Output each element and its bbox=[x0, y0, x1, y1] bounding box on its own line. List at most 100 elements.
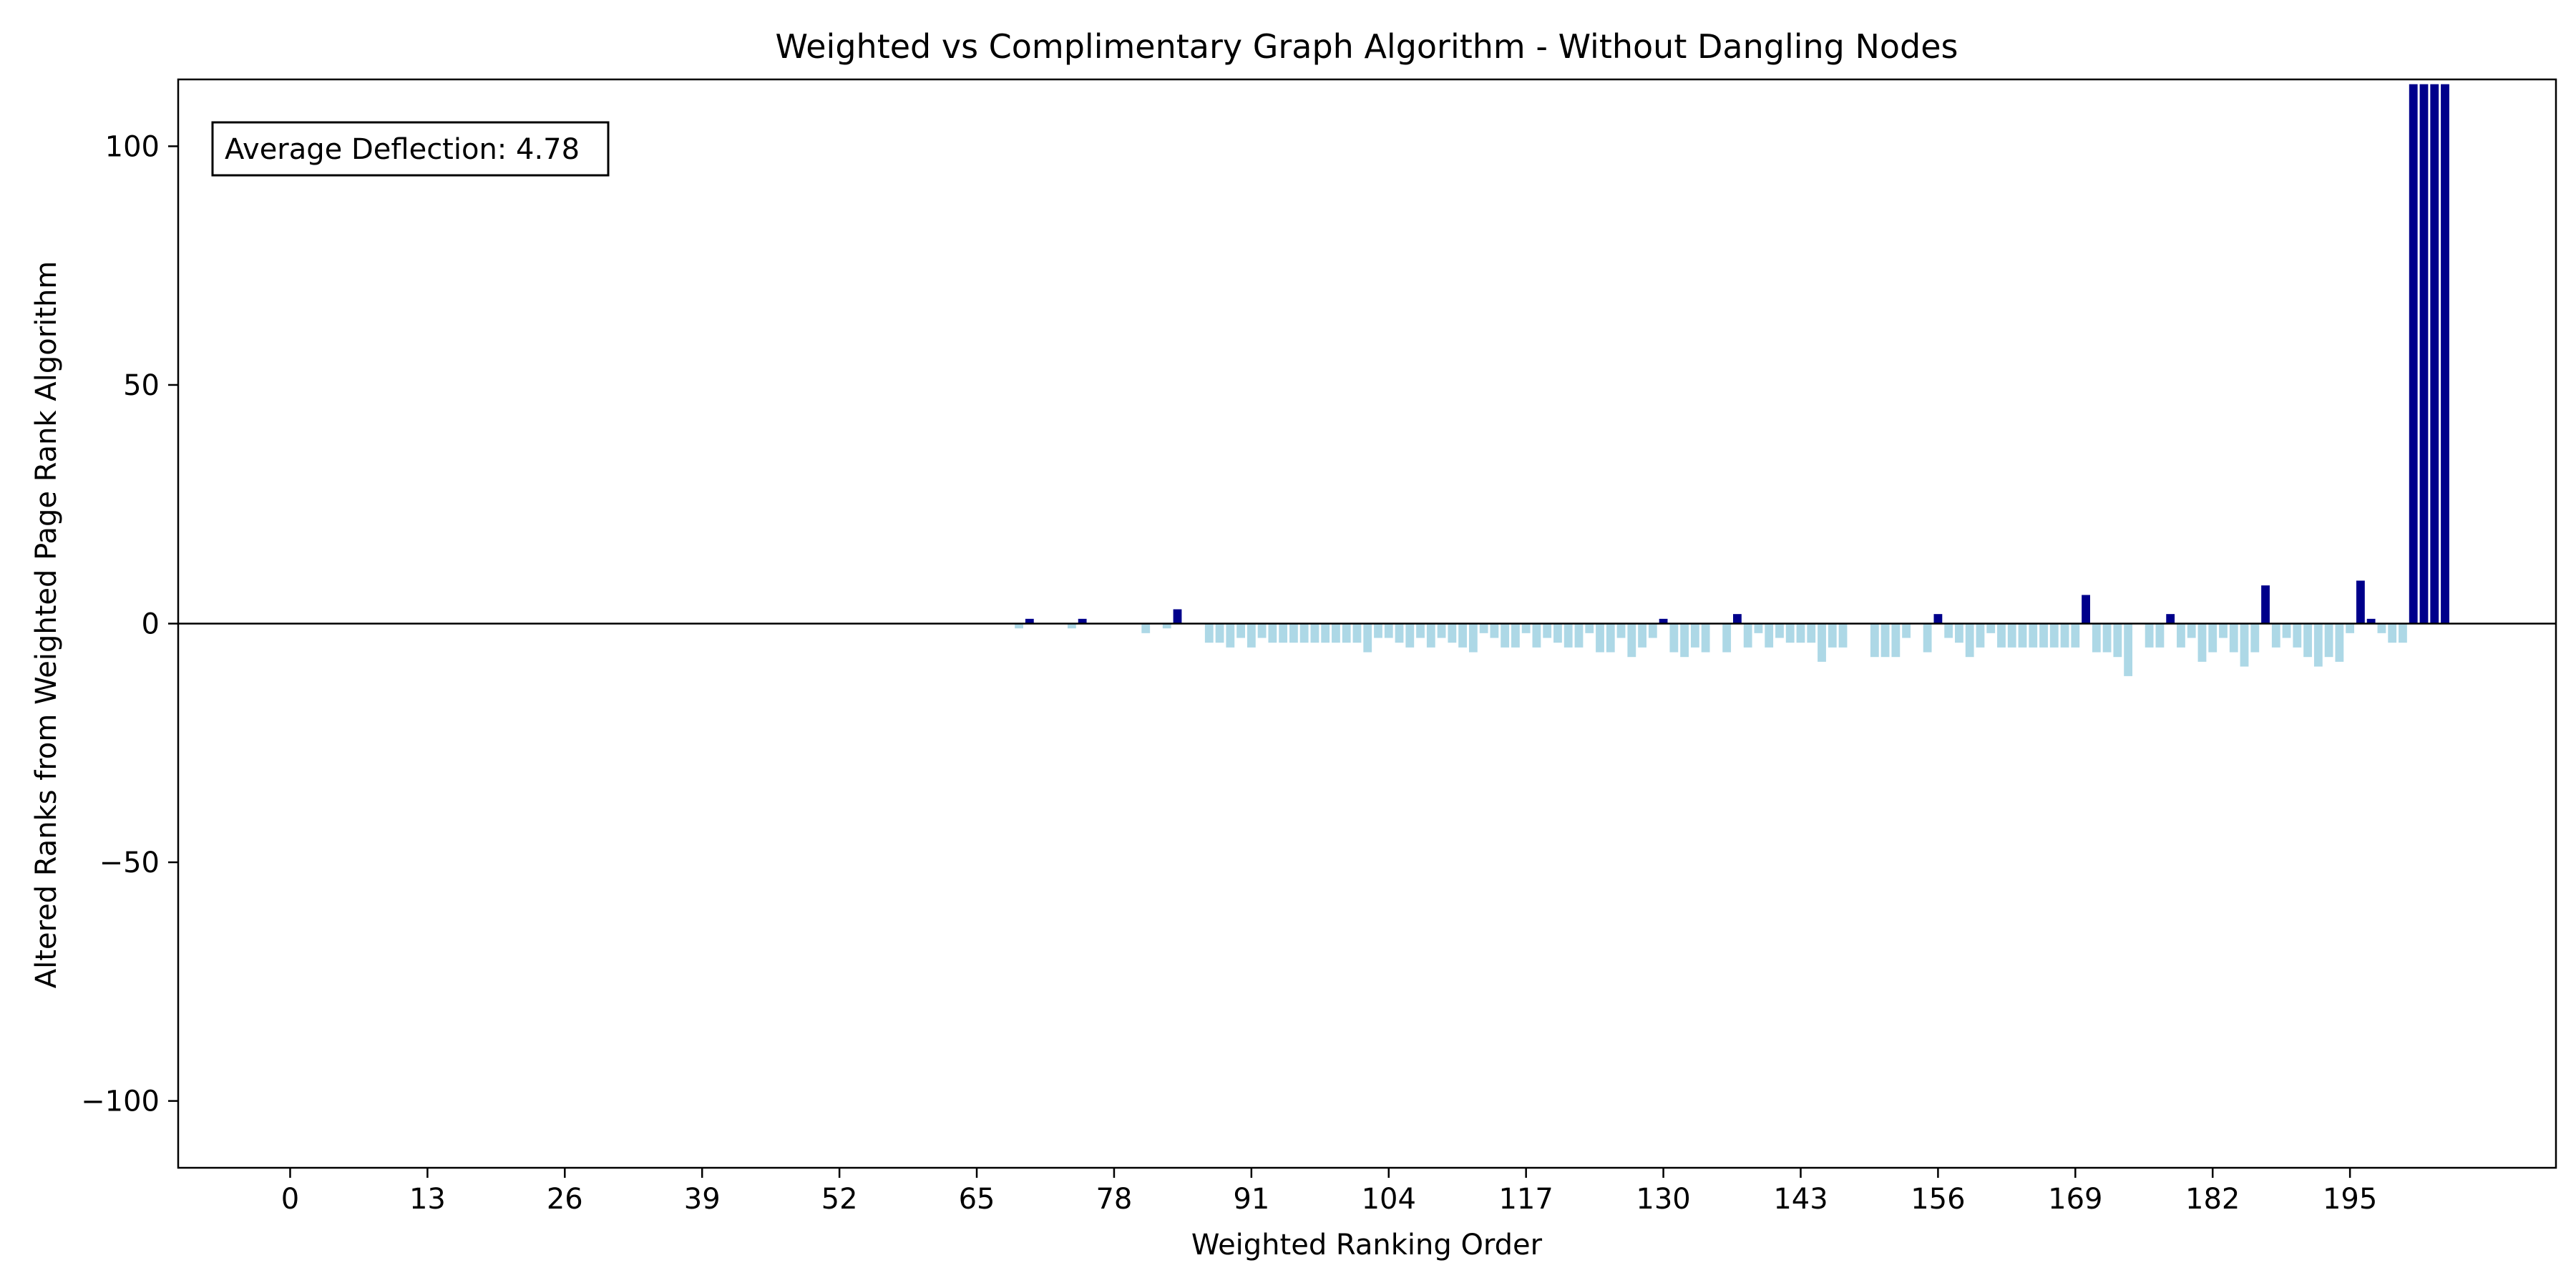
bar-155 bbox=[1923, 623, 1932, 653]
bar-176 bbox=[2145, 623, 2154, 648]
bar-124 bbox=[1596, 623, 1604, 653]
bar-139 bbox=[1754, 623, 1763, 633]
bar-91 bbox=[1246, 623, 1256, 648]
bar-95 bbox=[1289, 623, 1298, 643]
bar-201 bbox=[2409, 84, 2418, 624]
annotation-frame bbox=[211, 121, 610, 177]
bar-75 bbox=[1078, 618, 1087, 624]
bar-94 bbox=[1279, 623, 1288, 643]
bar-170 bbox=[2082, 595, 2090, 624]
y-tick-label: 50 bbox=[123, 369, 160, 402]
bar-150 bbox=[1870, 623, 1879, 658]
bar-74 bbox=[1067, 623, 1076, 629]
bar-156 bbox=[1933, 614, 1943, 624]
bar-183 bbox=[2219, 623, 2228, 638]
y-axis-label: Altered Ranks from Weighted Page Rank Al… bbox=[30, 261, 63, 989]
bar-92 bbox=[1257, 623, 1267, 638]
bar-159 bbox=[1965, 623, 1974, 658]
bar-98 bbox=[1321, 623, 1330, 643]
x-tick-label: 26 bbox=[547, 1183, 583, 1216]
bar-119 bbox=[1543, 623, 1552, 638]
bar-90 bbox=[1236, 623, 1245, 638]
bar-151 bbox=[1880, 623, 1890, 658]
bar-126 bbox=[1616, 623, 1626, 638]
bar-167 bbox=[2049, 623, 2059, 648]
bar-181 bbox=[2197, 623, 2207, 662]
bar-81 bbox=[1141, 623, 1151, 633]
bar-172 bbox=[2102, 623, 2112, 653]
bar-128 bbox=[1638, 623, 1646, 648]
bar-185 bbox=[2240, 623, 2249, 667]
bar-157 bbox=[1944, 623, 1953, 638]
bar-89 bbox=[1226, 623, 1235, 648]
bar-153 bbox=[1902, 623, 1911, 638]
bar-129 bbox=[1648, 623, 1657, 638]
bar-143 bbox=[1796, 623, 1805, 643]
x-tick-label: 169 bbox=[2048, 1183, 2102, 1216]
bar-102 bbox=[1363, 623, 1372, 653]
bar-118 bbox=[1532, 623, 1541, 648]
x-tick-label: 104 bbox=[1362, 1183, 1416, 1216]
bar-165 bbox=[2029, 623, 2038, 648]
bar-178 bbox=[2166, 614, 2175, 624]
bar-122 bbox=[1574, 623, 1584, 648]
bar-84 bbox=[1173, 609, 1182, 624]
bar-152 bbox=[1891, 623, 1901, 658]
bar-130 bbox=[1659, 618, 1668, 624]
bar-99 bbox=[1332, 623, 1340, 643]
bar-147 bbox=[1838, 623, 1848, 648]
bar-204 bbox=[2441, 84, 2449, 624]
bar-101 bbox=[1352, 623, 1362, 643]
annotation-text: Average Deflection: 4.78 bbox=[225, 133, 580, 166]
bar-104 bbox=[1384, 623, 1393, 638]
bar-125 bbox=[1606, 623, 1615, 653]
bar-96 bbox=[1299, 623, 1309, 643]
bar-136 bbox=[1722, 623, 1732, 653]
bar-171 bbox=[2092, 623, 2101, 653]
bar-109 bbox=[1437, 623, 1446, 638]
bar-97 bbox=[1310, 623, 1319, 643]
x-tick-label: 195 bbox=[2323, 1183, 2377, 1216]
bar-116 bbox=[1511, 623, 1520, 648]
y-tick-label: 100 bbox=[105, 130, 160, 163]
bar-161 bbox=[1986, 623, 1996, 633]
bar-108 bbox=[1426, 623, 1435, 648]
x-tick-label: 39 bbox=[684, 1183, 721, 1216]
bar-196 bbox=[2356, 580, 2365, 624]
bar-202 bbox=[2419, 84, 2429, 624]
bar-203 bbox=[2430, 84, 2439, 624]
bar-195 bbox=[2346, 623, 2355, 633]
x-tick-label: 182 bbox=[2185, 1183, 2240, 1216]
bar-142 bbox=[1785, 623, 1795, 643]
bar-193 bbox=[2324, 623, 2333, 658]
bar-87 bbox=[1204, 623, 1214, 643]
bar-70 bbox=[1025, 618, 1034, 624]
bar-113 bbox=[1479, 623, 1488, 633]
bar-199 bbox=[2388, 623, 2397, 643]
bar-186 bbox=[2250, 623, 2260, 653]
bar-106 bbox=[1405, 623, 1415, 648]
y-tick-label: −50 bbox=[99, 847, 160, 879]
x-tick-label: 65 bbox=[959, 1183, 995, 1216]
bar-144 bbox=[1807, 623, 1816, 643]
bar-188 bbox=[2271, 623, 2280, 648]
x-tick-label: 143 bbox=[1773, 1183, 1828, 1216]
bar-134 bbox=[1701, 623, 1710, 653]
bar-110 bbox=[1448, 623, 1457, 643]
bar-107 bbox=[1416, 623, 1425, 638]
bar-184 bbox=[2229, 623, 2238, 653]
bar-163 bbox=[2007, 623, 2016, 648]
bar-182 bbox=[2208, 623, 2218, 653]
bar-180 bbox=[2187, 623, 2196, 638]
bar-105 bbox=[1395, 623, 1404, 643]
bar-131 bbox=[1669, 623, 1679, 653]
bar-138 bbox=[1743, 623, 1752, 648]
x-tick-label: 13 bbox=[409, 1183, 446, 1216]
bar-194 bbox=[2335, 623, 2344, 662]
bar-189 bbox=[2282, 623, 2291, 638]
bar-166 bbox=[2039, 623, 2048, 648]
x-axis-label: Weighted Ranking Order bbox=[1191, 1229, 1543, 1262]
bar-177 bbox=[2155, 623, 2165, 648]
bar-162 bbox=[1997, 623, 2006, 648]
